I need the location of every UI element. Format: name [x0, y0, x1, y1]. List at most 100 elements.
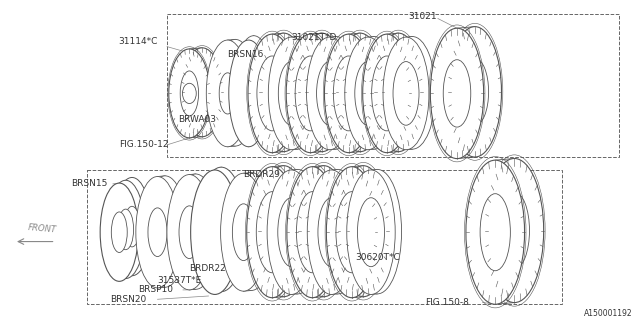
Ellipse shape	[336, 33, 385, 152]
Text: BRDR29: BRDR29	[244, 170, 280, 179]
Ellipse shape	[275, 36, 321, 149]
Ellipse shape	[448, 27, 502, 157]
Text: A150001192: A150001192	[584, 308, 632, 318]
Ellipse shape	[257, 56, 287, 131]
Ellipse shape	[278, 61, 305, 125]
Ellipse shape	[333, 56, 364, 131]
Ellipse shape	[324, 34, 373, 153]
Ellipse shape	[240, 203, 262, 260]
Bar	[88, 170, 562, 304]
Text: BRSN16: BRSN16	[228, 50, 264, 59]
Ellipse shape	[345, 37, 391, 150]
Text: BRSN20: BRSN20	[109, 295, 146, 304]
Text: BRSP10: BRSP10	[138, 285, 173, 294]
Ellipse shape	[167, 175, 212, 290]
Ellipse shape	[118, 209, 134, 250]
Ellipse shape	[389, 36, 435, 149]
Ellipse shape	[221, 173, 266, 291]
Ellipse shape	[430, 28, 484, 159]
Ellipse shape	[355, 61, 381, 125]
Ellipse shape	[338, 166, 389, 297]
Ellipse shape	[374, 33, 422, 152]
Ellipse shape	[372, 56, 402, 131]
Ellipse shape	[399, 61, 426, 125]
Ellipse shape	[182, 83, 196, 103]
Ellipse shape	[286, 34, 335, 153]
Text: 31114*C: 31114*C	[118, 37, 157, 46]
Ellipse shape	[480, 194, 510, 271]
Ellipse shape	[256, 192, 288, 273]
Ellipse shape	[307, 37, 353, 150]
Ellipse shape	[307, 170, 356, 294]
Ellipse shape	[268, 55, 299, 130]
Text: 30620T*C: 30620T*C	[355, 253, 400, 262]
Ellipse shape	[106, 180, 145, 278]
Ellipse shape	[156, 207, 175, 256]
Ellipse shape	[307, 55, 337, 130]
Ellipse shape	[285, 61, 310, 125]
Ellipse shape	[136, 177, 179, 288]
Text: FRONT: FRONT	[28, 223, 58, 234]
Ellipse shape	[314, 169, 362, 294]
Ellipse shape	[214, 39, 257, 146]
Ellipse shape	[219, 73, 236, 114]
Ellipse shape	[364, 197, 391, 266]
Ellipse shape	[258, 166, 309, 297]
Ellipse shape	[186, 205, 206, 258]
Ellipse shape	[336, 192, 368, 273]
Ellipse shape	[180, 71, 198, 116]
Ellipse shape	[111, 212, 127, 252]
Ellipse shape	[248, 34, 296, 153]
Ellipse shape	[295, 56, 326, 131]
Ellipse shape	[169, 49, 210, 138]
Ellipse shape	[383, 37, 429, 150]
Ellipse shape	[234, 36, 273, 142]
Ellipse shape	[499, 192, 529, 269]
Ellipse shape	[179, 206, 200, 259]
Ellipse shape	[324, 197, 351, 266]
Ellipse shape	[143, 176, 187, 287]
Ellipse shape	[227, 72, 244, 113]
Ellipse shape	[173, 174, 218, 289]
Ellipse shape	[348, 191, 380, 272]
Ellipse shape	[228, 40, 269, 147]
Ellipse shape	[323, 61, 349, 125]
Ellipse shape	[361, 61, 387, 125]
Text: 31021: 31021	[408, 12, 436, 21]
Ellipse shape	[357, 198, 385, 267]
Ellipse shape	[206, 40, 249, 147]
Ellipse shape	[353, 169, 401, 294]
Text: 31537T*E: 31537T*E	[157, 276, 202, 285]
Ellipse shape	[193, 70, 211, 115]
Ellipse shape	[113, 178, 151, 276]
Text: BRSN15: BRSN15	[72, 180, 108, 188]
Text: FIG.150-12: FIG.150-12	[119, 140, 169, 149]
Text: BRWA03: BRWA03	[179, 116, 216, 124]
Ellipse shape	[124, 206, 140, 247]
Ellipse shape	[273, 169, 322, 294]
Ellipse shape	[100, 183, 138, 281]
Ellipse shape	[268, 37, 314, 150]
Ellipse shape	[259, 33, 308, 152]
Ellipse shape	[383, 55, 413, 130]
Ellipse shape	[267, 170, 316, 294]
Ellipse shape	[326, 167, 378, 298]
Ellipse shape	[191, 170, 239, 294]
Text: FIG.150-8: FIG.150-8	[425, 298, 469, 307]
Ellipse shape	[351, 36, 397, 149]
Ellipse shape	[296, 192, 328, 273]
Ellipse shape	[182, 48, 223, 137]
Ellipse shape	[444, 60, 471, 127]
Ellipse shape	[345, 55, 376, 130]
Ellipse shape	[148, 208, 167, 257]
Ellipse shape	[287, 167, 338, 298]
Ellipse shape	[284, 197, 311, 266]
Ellipse shape	[466, 160, 525, 304]
Ellipse shape	[197, 167, 246, 292]
Ellipse shape	[298, 166, 349, 297]
Ellipse shape	[318, 198, 345, 267]
Ellipse shape	[347, 170, 395, 294]
Ellipse shape	[228, 172, 274, 291]
Ellipse shape	[268, 191, 300, 272]
Text: 31021T*D: 31021T*D	[291, 33, 337, 42]
